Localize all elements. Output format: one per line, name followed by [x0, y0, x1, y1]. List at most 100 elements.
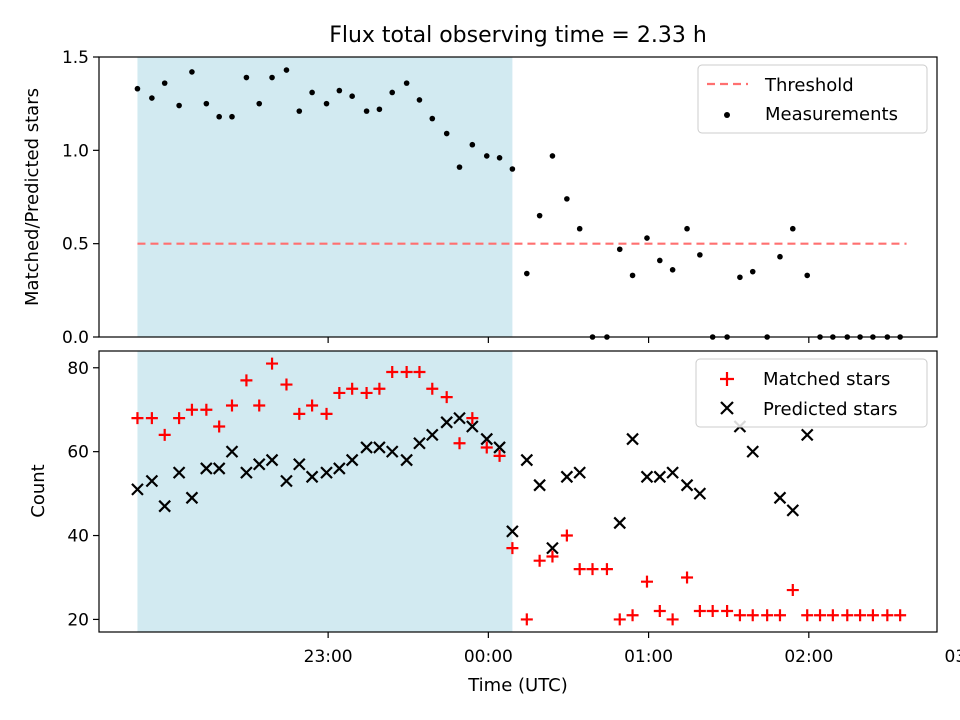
legend-threshold-label: Threshold [764, 75, 854, 96]
matched-star-point [534, 555, 546, 567]
measurement-point [577, 226, 583, 232]
ratio-y-axis-label: Matched/Predicted stars [22, 88, 43, 306]
chart-title: Flux total observing time = 2.33 h [329, 23, 707, 48]
predicted-star-point [747, 446, 758, 457]
matched-star-point [801, 609, 813, 621]
x-tick-label: 01:00 [624, 647, 673, 667]
matched-star-point [827, 609, 839, 621]
measurement-point [229, 114, 235, 120]
measurement-point [444, 131, 450, 137]
measurement-point [389, 90, 395, 96]
measurement-point [269, 75, 275, 81]
measurement-point [364, 108, 370, 114]
count-legend: Matched stars Predicted stars [696, 359, 927, 427]
measurement-point [377, 106, 383, 112]
measurement-point [524, 271, 530, 277]
ratio-y-tick-label: 1.0 [62, 141, 89, 161]
matched-star-point [894, 609, 906, 621]
time-x-axis: 23:00 00:00 01:00 02:00 03:00 [304, 632, 960, 667]
measurement-point [684, 226, 690, 232]
measurement-point [296, 108, 302, 114]
measurement-point [404, 80, 410, 86]
ratio-y-tick-label: 1.5 [62, 48, 89, 68]
chart-figure: Flux total observing time = 2.33 h 0.00.… [0, 0, 960, 720]
matched-star-point [854, 609, 866, 621]
matched-star-point [787, 584, 799, 596]
predicted-star-point [802, 429, 813, 440]
matched-star-point [881, 609, 893, 621]
matched-star-point [654, 605, 666, 617]
measurement-point [657, 258, 663, 264]
ratio-y-tick-label: 0.5 [62, 235, 89, 255]
legend-measurements-label: Measurements [765, 104, 898, 125]
matched-star-point [681, 571, 693, 583]
ratio-y-axis: 0.0 0.5 1.0 1.5 [62, 48, 99, 348]
x-tick-label: 03:00 [945, 647, 960, 667]
measurement-point [630, 273, 636, 279]
measurement-point [737, 274, 743, 280]
measurement-point [309, 90, 315, 96]
predicted-star-point [627, 434, 638, 445]
matched-star-point [867, 609, 879, 621]
matched-star-point [814, 609, 826, 621]
measurement-point [790, 226, 796, 232]
matched-star-point [601, 563, 613, 575]
count-y-axis: 20 40 60 80 [67, 359, 99, 631]
count-observing-span [137, 351, 512, 632]
measurement-point [284, 67, 290, 73]
measurement-point [644, 235, 650, 241]
measurement-point [804, 273, 810, 279]
predicted-star-point [521, 455, 532, 466]
matched-star-point [707, 605, 719, 617]
measurement-point [777, 254, 783, 260]
measurement-point [162, 80, 168, 86]
legend-measurements-swatch [724, 112, 730, 118]
measurement-point [750, 269, 756, 275]
x-tick-label: 00:00 [464, 647, 513, 667]
count-y-axis-label: Count [28, 464, 49, 517]
matched-star-point [761, 609, 773, 621]
measurement-point [484, 153, 490, 159]
matched-star-point [747, 609, 759, 621]
measurement-point [697, 252, 703, 258]
predicted-star-point [561, 471, 572, 482]
matched-star-point [587, 563, 599, 575]
count-y-tick-label: 80 [67, 359, 89, 379]
measurement-point [149, 95, 155, 101]
measurement-point [216, 114, 222, 120]
matched-star-point [667, 613, 679, 625]
predicted-star-point [641, 471, 652, 482]
measurement-point [564, 196, 570, 202]
measurement-point [324, 101, 330, 107]
ratio-x-ticks [328, 337, 960, 343]
predicted-star-point [667, 467, 678, 478]
matched-star-point [574, 563, 586, 575]
x-tick-label: 23:00 [304, 647, 353, 667]
matched-star-point [841, 609, 853, 621]
measurement-point [176, 103, 182, 109]
count-y-tick-label: 20 [67, 610, 89, 630]
measurement-point [617, 246, 623, 252]
matched-star-point [627, 609, 639, 621]
measurement-point [135, 86, 141, 92]
matched-star-point [641, 576, 653, 588]
measurement-point [256, 101, 262, 107]
measurement-point [510, 166, 516, 172]
predicted-star-point [654, 471, 665, 482]
predicted-star-point [614, 517, 625, 528]
predicted-star-point [534, 480, 545, 491]
predicted-star-point [774, 492, 785, 503]
predicted-star-point [574, 467, 585, 478]
count-y-tick-label: 60 [67, 443, 89, 463]
matched-star-point [721, 605, 733, 617]
measurement-point [537, 213, 543, 219]
x-axis-label: Time (UTC) [467, 675, 568, 696]
ratio-y-tick-label: 0.0 [62, 328, 89, 348]
measurement-point [189, 69, 195, 75]
matched-star-point [774, 609, 786, 621]
matched-star-point [694, 605, 706, 617]
x-tick-label: 02:00 [784, 647, 833, 667]
measurement-point [670, 267, 676, 273]
matched-star-point [614, 613, 626, 625]
measurement-point [429, 116, 435, 122]
